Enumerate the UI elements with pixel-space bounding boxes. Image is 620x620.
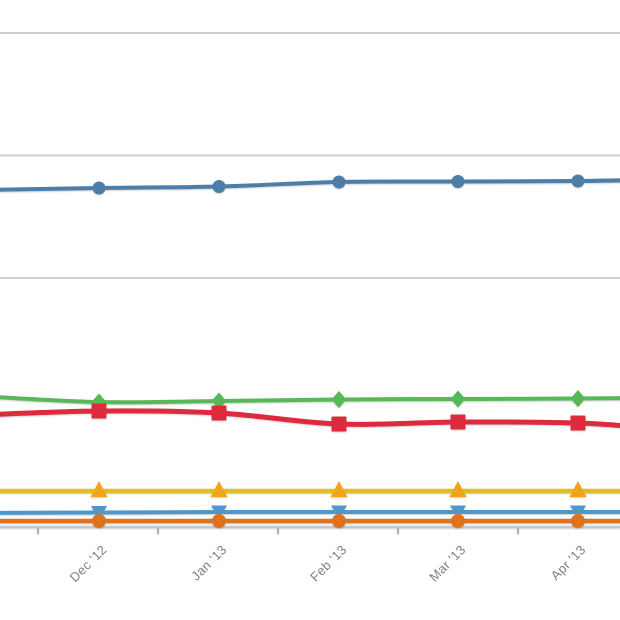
gold-triangles-up-marker (449, 481, 467, 497)
orange-circles-marker (212, 514, 226, 528)
orange-circles-marker (92, 514, 106, 528)
red-squares-marker (91, 403, 107, 419)
dark-blue-circles-marker (332, 175, 346, 189)
red-squares-marker (331, 416, 347, 432)
light-blue-triangles-down-marker (570, 505, 586, 519)
orange-circles-marker (451, 514, 465, 528)
green-diamonds-marker (570, 390, 586, 407)
light-blue-triangles-down-marker (211, 505, 227, 519)
gold-triangles-up-marker (210, 481, 228, 497)
gold-triangles-up-marker (330, 481, 348, 497)
gold-triangles-up-marker (569, 481, 587, 497)
series-dark-blue-circles (0, 174, 620, 195)
dark-blue-circles-marker (212, 180, 226, 193)
orange-circles-marker (571, 514, 585, 528)
light-blue-triangles-down-line (0, 509, 620, 515)
green-diamonds-marker (331, 391, 347, 408)
green-diamonds-marker (211, 392, 227, 410)
red-squares-marker (570, 415, 586, 431)
dark-blue-circles-marker (92, 181, 106, 195)
red-squares-marker (211, 405, 227, 421)
light-blue-triangles-down-marker (450, 505, 466, 519)
dark-blue-circles-marker (571, 174, 585, 188)
light-blue-triangles-down-marker (91, 506, 107, 519)
orange-circles-marker (332, 514, 346, 528)
series-light-blue-triangles-down (0, 505, 620, 519)
light-blue-triangles-down-marker (331, 505, 347, 519)
gold-triangles-up-marker (90, 481, 108, 497)
dark-blue-circles-marker (451, 175, 465, 188)
green-diamonds-marker (450, 390, 466, 408)
series-gold-triangles-up (0, 481, 620, 497)
x-axis (0, 525, 620, 534)
series-red-squares (0, 403, 620, 432)
red-squares-marker (450, 414, 466, 430)
series-orange-circles (0, 514, 620, 528)
